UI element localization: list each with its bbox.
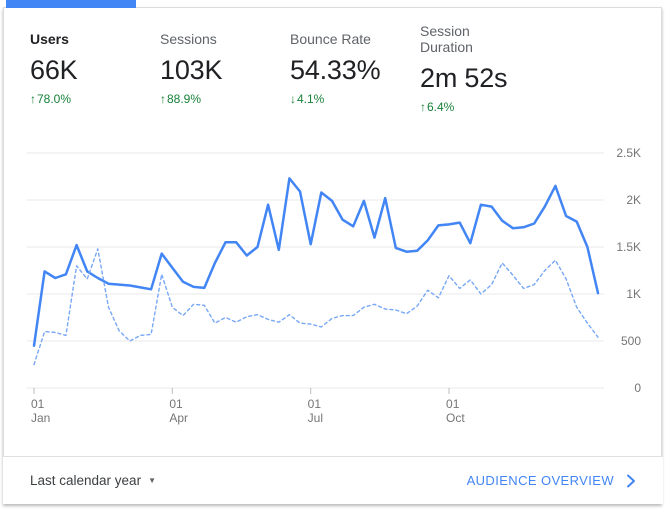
x-axis-label-month: Jul xyxy=(308,411,323,425)
x-axis-label-month: Oct xyxy=(446,411,465,425)
metric-delta: ↓4.1% xyxy=(290,92,390,106)
y-axis-label: 0 xyxy=(634,381,641,395)
x-axis-label-day: 01 xyxy=(31,397,45,411)
card-background xyxy=(3,7,662,504)
up-arrow-icon: ↑ xyxy=(30,92,36,106)
date-range-label: Last calendar year xyxy=(30,473,142,488)
x-axis-label-month: Apr xyxy=(169,411,188,425)
metric-delta: ↑6.4% xyxy=(420,100,520,114)
audience-overview-link[interactable]: AUDIENCE OVERVIEW xyxy=(467,473,639,489)
metric-label: Session Duration xyxy=(420,23,473,55)
y-axis-label: 2.5K xyxy=(616,146,641,160)
tab-users[interactable]: Users 66K ↑78.0% xyxy=(6,22,136,115)
date-range-selector[interactable]: Last calendar year ▼ xyxy=(30,473,156,488)
metric-label: Sessions xyxy=(160,31,217,47)
audience-overview-label: AUDIENCE OVERVIEW xyxy=(466,473,614,488)
y-axis-label: 1.5K xyxy=(616,240,641,254)
delta-value: 4.1% xyxy=(297,92,325,106)
delta-value: 88.9% xyxy=(167,92,202,106)
up-arrow-icon: ↑ xyxy=(420,100,426,114)
chevron-right-icon xyxy=(627,474,635,487)
current-period-line xyxy=(32,177,600,347)
x-axis-label-day: 01 xyxy=(169,397,183,411)
up-arrow-icon: ↑ xyxy=(160,92,166,106)
metric-delta: ↑88.9% xyxy=(160,92,260,106)
metric-label: Bounce Rate xyxy=(290,31,371,47)
tab-bounce-rate[interactable]: Bounce Rate 54.33% ↓4.1% xyxy=(266,22,396,115)
y-axis-label: 2K xyxy=(626,193,641,207)
delta-value: 78.0% xyxy=(37,92,72,106)
metric-value: 54.33% xyxy=(290,55,381,85)
x-axis-label-day: 01 xyxy=(446,397,460,411)
tab-session-duration[interactable]: Session Duration 2m 52s ↑6.4% xyxy=(396,22,526,115)
y-axis-label: 500 xyxy=(621,334,641,348)
y-axis-label: 1K xyxy=(626,287,641,301)
x-axis-label-day: 01 xyxy=(308,397,322,411)
metric-label: Users xyxy=(30,31,69,47)
caret-down-icon: ▼ xyxy=(148,475,156,485)
x-axis-label-month: Jan xyxy=(31,411,50,425)
tab-sessions[interactable]: Sessions 103K ↑88.9% xyxy=(136,22,266,115)
delta-value: 6.4% xyxy=(427,100,455,114)
down-arrow-icon: ↓ xyxy=(290,92,296,106)
metric-value: 66K xyxy=(30,55,78,85)
metric-value: 103K xyxy=(160,55,223,85)
active-tab-indicator xyxy=(6,0,136,8)
metric-tabs-row: Users 66K ↑78.0% Sessions 103K ↑88.9% Bo… xyxy=(6,22,526,115)
metric-delta: ↑78.0% xyxy=(30,92,130,106)
metric-value: 2m 52s xyxy=(420,63,508,93)
card-footer: Last calendar year ▼ AUDIENCE OVERVIEW xyxy=(3,456,663,504)
previous-period-line xyxy=(33,248,599,366)
